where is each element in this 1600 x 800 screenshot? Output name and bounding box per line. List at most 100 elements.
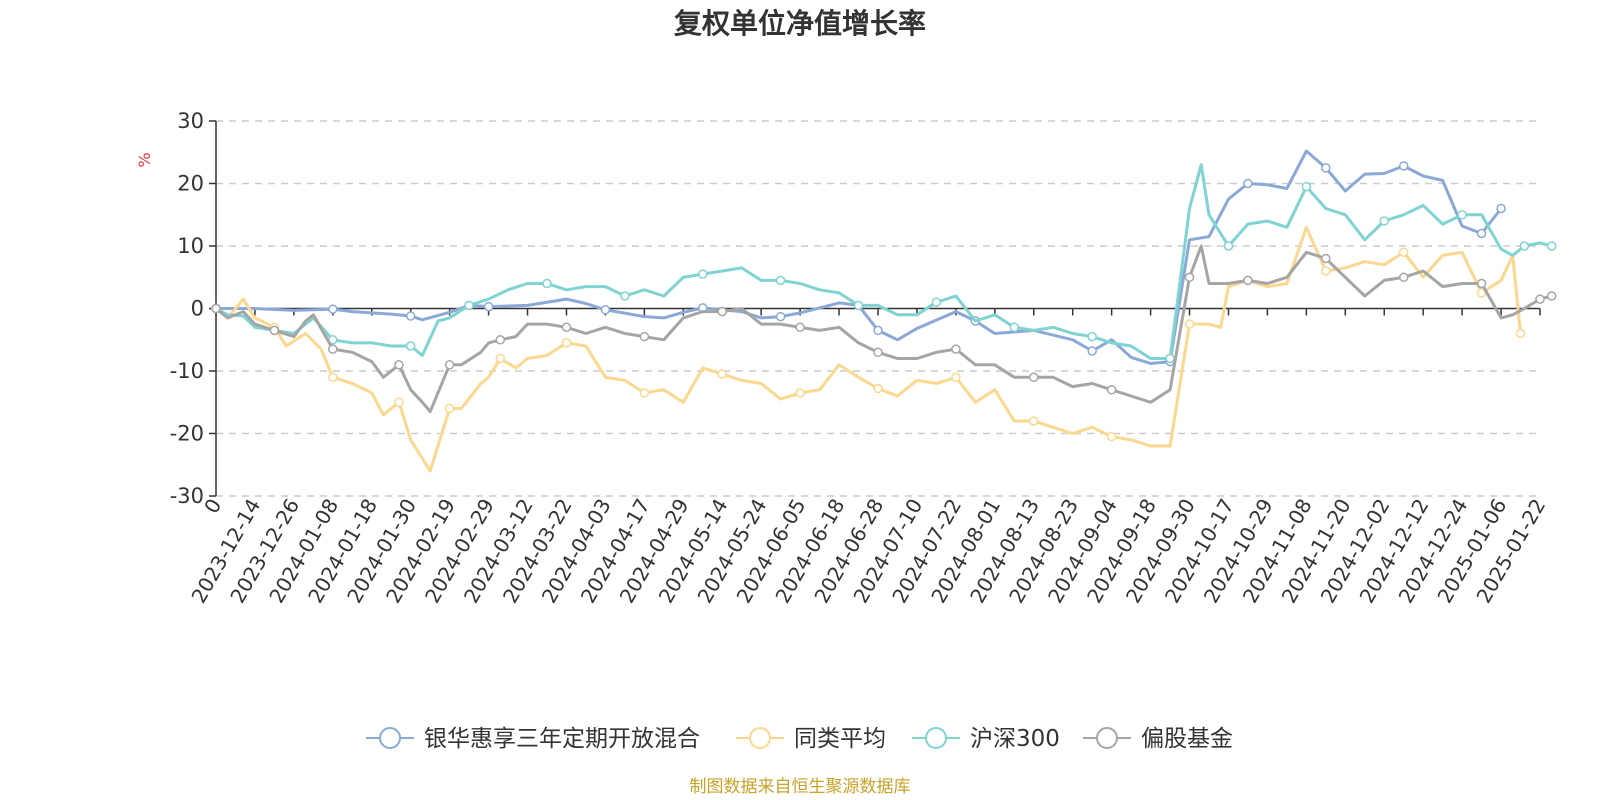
series-lines	[211, 149, 1557, 473]
data-point	[795, 388, 805, 398]
data-point	[775, 275, 786, 286]
data-point	[1087, 346, 1097, 356]
data-point	[1106, 385, 1117, 395]
data-point	[1457, 210, 1467, 220]
data-point	[717, 369, 727, 379]
data-point	[328, 372, 338, 383]
y-axis: 30 20 10 0 -10 -20 -30	[170, 109, 217, 508]
data-point	[1546, 241, 1557, 251]
data-point	[1379, 216, 1389, 226]
data-point	[931, 297, 942, 308]
data-point	[1321, 253, 1331, 264]
data-point	[464, 300, 474, 311]
data-point	[328, 304, 338, 314]
y-tick-label: 10	[177, 234, 204, 258]
data-point	[405, 311, 416, 321]
data-point	[1106, 431, 1117, 442]
data-point	[873, 383, 883, 394]
data-point	[1398, 161, 1409, 171]
chart-title: 复权单位净值增长率	[674, 7, 926, 40]
data-point	[444, 403, 455, 414]
data-point	[873, 325, 883, 336]
data-point	[639, 388, 650, 398]
legend-item[interactable]: 偏股基金	[1083, 726, 1233, 752]
legend-item[interactable]: 银华惠享三年定期开放混合	[366, 726, 700, 752]
legend-label: 银华惠享三年定期开放混合	[424, 726, 700, 752]
data-point	[1184, 272, 1195, 283]
data-point	[394, 397, 404, 408]
data-point	[1223, 241, 1234, 251]
data-point	[853, 300, 864, 311]
data-point	[394, 360, 404, 370]
legend-label: 沪深300	[970, 726, 1060, 752]
y-tick-label: -10	[170, 359, 204, 383]
data-point	[328, 344, 338, 354]
data-point	[483, 301, 494, 312]
data-point	[639, 331, 650, 342]
data-point	[269, 325, 280, 336]
data-point	[775, 311, 786, 322]
data-point	[1321, 266, 1331, 276]
series-line	[215, 163, 1553, 360]
data-point	[1398, 247, 1409, 258]
y-tick-label: -20	[170, 422, 204, 446]
data-point	[795, 322, 805, 333]
data-point	[1515, 328, 1526, 339]
y-tick-label: 0	[191, 297, 204, 321]
y-tick-label: 30	[177, 109, 204, 133]
y-tick-label: 20	[177, 172, 204, 196]
series-1	[211, 225, 1526, 473]
data-point	[1546, 291, 1557, 301]
data-point	[620, 291, 630, 301]
legend-marker	[749, 727, 771, 749]
data-point	[1029, 416, 1039, 426]
legend-label: 偏股基金	[1141, 726, 1233, 752]
series-line	[215, 244, 1553, 414]
data-point	[698, 269, 708, 279]
data-point	[542, 278, 552, 289]
series-0	[211, 149, 1506, 367]
data-point	[600, 305, 611, 315]
series-line	[215, 225, 1522, 473]
y-axis-unit: %	[135, 152, 154, 167]
data-point	[444, 360, 455, 370]
x-axis: 02023-12-142023-12-262024-01-082024-01-1…	[186, 307, 1550, 607]
y-tick-label: -30	[170, 484, 204, 508]
data-point	[1087, 331, 1097, 342]
data-point	[1476, 278, 1487, 289]
legend-marker	[1096, 727, 1118, 749]
series-line	[216, 149, 1503, 365]
legend-item[interactable]: 沪深300	[912, 726, 1060, 752]
data-point	[1535, 294, 1545, 304]
data-point	[717, 306, 727, 317]
data-point	[1496, 203, 1506, 214]
data-point	[1243, 275, 1253, 286]
data-point	[1184, 319, 1195, 329]
legend-marker	[379, 727, 401, 749]
source-note: 制图数据来自恒生聚源数据库	[690, 777, 911, 797]
data-point	[1243, 178, 1253, 189]
series-2	[211, 163, 1557, 364]
x-tick-label: 0	[199, 495, 226, 518]
data-point	[405, 341, 416, 351]
data-point	[951, 344, 961, 354]
data-point	[1398, 272, 1409, 283]
legend-label: 同类平均	[794, 726, 886, 752]
data-point	[1301, 181, 1312, 192]
data-point	[1009, 322, 1020, 333]
legend-item[interactable]: 同类平均	[736, 726, 886, 752]
data-point	[211, 303, 221, 314]
data-point	[495, 353, 506, 364]
data-point	[1165, 353, 1175, 364]
data-point	[1476, 228, 1487, 239]
data-point	[561, 338, 572, 348]
data-point	[1519, 241, 1530, 251]
series-3	[211, 244, 1557, 414]
data-point	[561, 322, 572, 333]
legend[interactable]: 银华惠享三年定期开放混合 同类平均 沪深300 偏股基金	[366, 726, 1233, 752]
legend-marker	[925, 727, 947, 749]
data-point	[951, 372, 961, 383]
data-point	[1321, 163, 1331, 173]
data-point	[495, 335, 506, 345]
